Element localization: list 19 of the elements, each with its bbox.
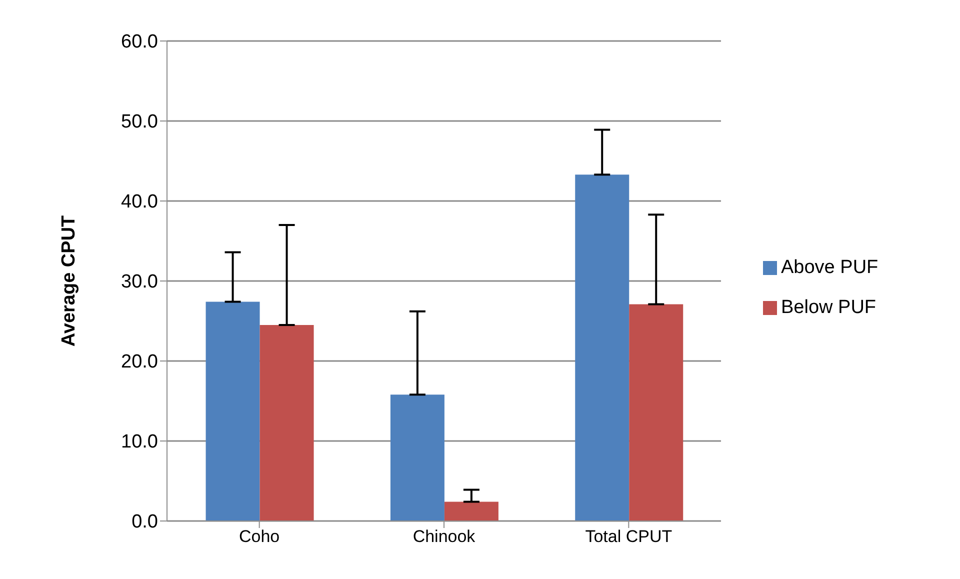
legend-label: Above PUF [781,257,878,278]
bar [206,302,260,521]
bar [575,174,630,521]
y-tick-label: 40.0 [121,192,158,213]
bar [260,325,314,521]
bar [444,502,498,521]
bar [390,394,444,521]
y-axis-title: Average CPUT [58,214,80,347]
y-tick-label: 20.0 [121,352,158,373]
x-tick-label: Coho [239,527,280,546]
y-tick-label: 50.0 [121,112,158,133]
x-tick-label: Total CPUT [585,527,672,546]
y-tick-label: 10.0 [121,432,158,453]
y-tick-label: 60.0 [121,32,158,53]
legend-label: Below PUF [781,297,876,318]
y-tick-label: 30.0 [121,272,158,293]
x-tick-label: Chinook [412,527,476,546]
y-tick-label: 0.0 [132,512,158,533]
bar [629,304,684,521]
